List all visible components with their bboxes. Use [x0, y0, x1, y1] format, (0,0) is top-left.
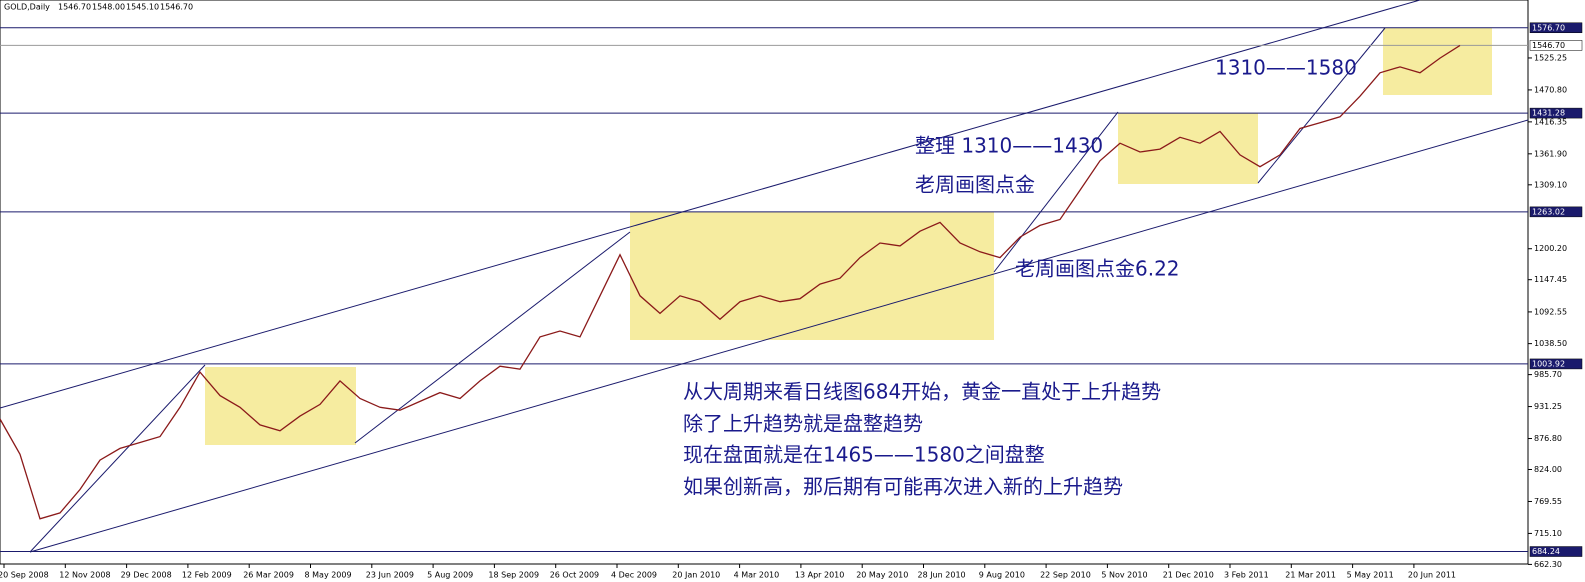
level-label: 684.24	[1532, 547, 1560, 556]
header-price: 1545.10	[126, 3, 159, 12]
header-price: 1546.70	[160, 3, 193, 12]
boxes	[205, 28, 1492, 445]
level-box	[1529, 40, 1583, 51]
range-box	[1383, 28, 1492, 95]
level-label: 1546.70	[1532, 41, 1565, 50]
level-label: 1003.92	[1532, 359, 1565, 368]
x-tick-label: 5 Aug 2009	[427, 571, 473, 580]
x-tick-label: 3 Feb 2011	[1224, 571, 1269, 580]
y-tick-label: 1525.25	[1534, 53, 1567, 62]
trendline	[354, 231, 631, 444]
level-label: 1431.28	[1532, 109, 1565, 118]
trendlines	[0, 0, 1529, 553]
y-tick-label: 1147.45	[1534, 275, 1567, 284]
y-tick-label: 876.80	[1534, 434, 1562, 443]
price-line	[0, 44, 1461, 520]
annotation: 老周画图点金	[915, 173, 1035, 197]
level-box	[1529, 358, 1583, 370]
trendline	[993, 111, 1119, 273]
x-tick-label: 23 Jun 2009	[366, 571, 414, 580]
y-tick-label: 1416.35	[1534, 117, 1567, 126]
chart-title: GOLD,Daily	[4, 3, 50, 12]
y-tick-label: 1361.90	[1534, 149, 1567, 158]
level-label: 1263.02	[1532, 207, 1565, 216]
x-tick-label: 5 May 2011	[1347, 571, 1394, 580]
x-tick-label: 13 Apr 2010	[795, 571, 844, 580]
y-tick-label: 1470.80	[1534, 85, 1567, 94]
trendline	[29, 364, 206, 553]
x-tick-label: 21 Dec 2010	[1163, 571, 1214, 580]
x-tick-label: 4 Mar 2010	[734, 571, 780, 580]
level-box	[1529, 206, 1583, 218]
y-tick-label: 1309.10	[1534, 180, 1567, 189]
x-tick-label: 20 Jan 2010	[672, 571, 720, 580]
level-box	[1529, 22, 1583, 34]
trendline	[0, 0, 1421, 409]
x-tick-label: 21 Mar 2011	[1285, 571, 1336, 580]
x-tick-label: 22 Sep 2010	[1040, 571, 1091, 580]
range-box	[1118, 113, 1258, 184]
annotation: 除了上升趋势就是盘整趋势	[683, 412, 923, 436]
header-price: 1548.00	[92, 3, 125, 12]
x-tick-label: 20 Sep 2008	[0, 571, 49, 580]
y-tick-label: 715.10	[1534, 529, 1562, 538]
x-tick-label: 29 Dec 2008	[121, 571, 172, 580]
level-box	[1529, 546, 1583, 557]
y-tick-label: 931.25	[1534, 402, 1562, 411]
x-tick-label: 12 Nov 2008	[59, 571, 110, 580]
annotation: 老周画图点金6.22	[1015, 257, 1180, 281]
x-tick-label: 4 Dec 2009	[611, 571, 657, 580]
x-tick-label: 9 Aug 2010	[979, 571, 1025, 580]
level-box	[1529, 107, 1583, 119]
header-price: 1546.70	[58, 3, 91, 12]
y-tick-label: 1038.50	[1534, 339, 1567, 348]
annotation: 从大周期来看日线图684开始，黄金一直处于上升趋势	[683, 380, 1161, 404]
y-tick-label: 662.30	[1534, 560, 1562, 569]
trendline	[1257, 27, 1386, 184]
annotation: 1310——1580	[1215, 56, 1357, 80]
annotation: 整理 1310——1430	[915, 134, 1103, 158]
level-label: 1576.70	[1532, 23, 1565, 32]
x-tick-label: 26 Mar 2009	[243, 571, 294, 580]
x-tick-label: 26 Oct 2009	[550, 571, 599, 580]
trendline	[29, 119, 1529, 553]
x-tick-label: 20 May 2010	[856, 571, 908, 580]
y-tick-label: 824.00	[1534, 465, 1562, 474]
y-tick-label: 1092.55	[1534, 307, 1567, 316]
x-tick-label: 12 Feb 2009	[182, 571, 232, 580]
range-box	[630, 212, 994, 340]
y-tick-label: 769.55	[1534, 497, 1562, 506]
x-tick-label: 18 Sep 2009	[488, 571, 539, 580]
range-box	[205, 367, 356, 445]
x-tick-label: 5 Nov 2010	[1101, 571, 1147, 580]
y-tick-label: 985.70	[1534, 370, 1562, 379]
x-tick-label: 20 Jun 2011	[1408, 571, 1456, 580]
y-tick-label: 1200.20	[1534, 244, 1567, 253]
x-tick-label: 28 Jun 2010	[918, 571, 966, 580]
annotation: 现在盘面就是在1465——1580之间盘整	[683, 443, 1045, 467]
annotation: 如果创新高，那后期有可能再次进入新的上升趋势	[683, 475, 1123, 499]
x-tick-label: 8 May 2009	[305, 571, 352, 580]
